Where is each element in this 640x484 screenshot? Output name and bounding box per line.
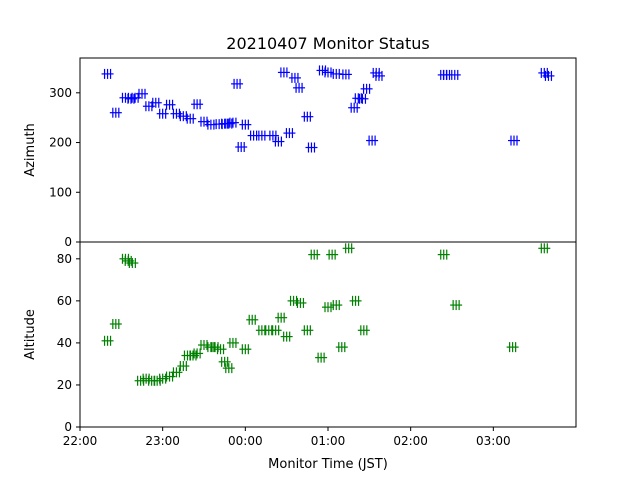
data-point bbox=[348, 102, 361, 113]
data-point bbox=[288, 72, 301, 83]
data-point bbox=[149, 97, 162, 108]
y-tick-label: 60 bbox=[57, 294, 72, 308]
data-point bbox=[508, 135, 520, 146]
y-tick-label: 0 bbox=[64, 235, 72, 249]
data-point bbox=[101, 335, 114, 346]
data-point bbox=[266, 130, 279, 141]
y-tick-label: 80 bbox=[57, 252, 72, 266]
data-point bbox=[538, 243, 551, 254]
data-point bbox=[129, 92, 142, 103]
y-tick-label: 40 bbox=[57, 336, 72, 350]
y-tick-label: 100 bbox=[49, 185, 72, 199]
data-point bbox=[322, 302, 334, 313]
azimuth-panel: 0 100 200 300 Azimuth bbox=[23, 57, 577, 249]
data-point bbox=[305, 142, 318, 153]
data-point bbox=[293, 82, 306, 93]
data-point bbox=[294, 297, 307, 308]
x-tick-label: 22:00 bbox=[63, 434, 98, 448]
y-axis-label: Azimuth bbox=[23, 123, 38, 177]
data-point bbox=[275, 312, 288, 323]
data-point bbox=[177, 361, 190, 372]
data-point bbox=[109, 107, 122, 118]
x-tick-label: 23:00 bbox=[145, 434, 180, 448]
data-point bbox=[218, 356, 231, 367]
data-point bbox=[450, 300, 463, 311]
data-point bbox=[437, 249, 450, 260]
data-point bbox=[272, 136, 285, 147]
data-point bbox=[226, 337, 239, 348]
x-tick-label: 01:00 bbox=[311, 434, 346, 448]
plot-frame bbox=[79, 241, 577, 428]
data-point bbox=[357, 325, 370, 336]
data-point bbox=[136, 88, 148, 99]
data-point bbox=[335, 342, 348, 353]
data-point bbox=[184, 113, 197, 124]
y-tick-label: 300 bbox=[49, 86, 72, 100]
data-point bbox=[356, 93, 369, 104]
data-point bbox=[326, 249, 339, 260]
data-point bbox=[151, 375, 164, 386]
data-point bbox=[170, 367, 183, 378]
data-point bbox=[235, 142, 248, 153]
data-point bbox=[280, 331, 293, 342]
data-point bbox=[372, 70, 385, 81]
data-point bbox=[269, 325, 282, 336]
data-point bbox=[226, 117, 239, 128]
chart-title: 20210407 Monitor Status bbox=[226, 34, 429, 53]
x-tick-label: 03:00 bbox=[476, 434, 511, 448]
x-axis-label: Monitor Time (JST) bbox=[268, 457, 388, 472]
y-tick-label: 200 bbox=[49, 136, 72, 150]
data-point bbox=[342, 243, 355, 254]
x-tick-label: 02:00 bbox=[393, 434, 428, 448]
x-tick-label: 00:00 bbox=[228, 434, 263, 448]
data-point bbox=[255, 130, 268, 141]
data-point bbox=[126, 258, 139, 269]
data-point bbox=[339, 69, 352, 80]
data-point bbox=[134, 375, 147, 386]
data-point bbox=[156, 108, 169, 119]
time-axis: 22:00 23:00 00:00 01:00 02:00 03:00 bbox=[63, 427, 511, 448]
data-point bbox=[308, 249, 321, 260]
data-point bbox=[246, 314, 259, 325]
data-point bbox=[301, 325, 314, 336]
data-point bbox=[349, 295, 362, 306]
altitude-panel: 0 20 40 60 80 Altitude bbox=[23, 241, 577, 434]
data-point bbox=[542, 70, 555, 81]
data-point bbox=[222, 363, 235, 374]
data-point bbox=[198, 340, 210, 351]
data-point bbox=[191, 348, 204, 359]
data-point bbox=[506, 342, 519, 353]
data-point bbox=[163, 99, 176, 110]
y-tick-label: 0 bbox=[64, 420, 72, 434]
data-point bbox=[239, 344, 252, 355]
data-point bbox=[109, 318, 122, 329]
y-axis-label: Altitude bbox=[23, 309, 38, 360]
data-point bbox=[330, 300, 343, 311]
data-point bbox=[239, 119, 252, 130]
data-point bbox=[360, 83, 373, 94]
y-tick-label: 20 bbox=[57, 378, 72, 392]
data-point bbox=[191, 99, 204, 110]
data-point bbox=[366, 135, 379, 146]
data-point bbox=[448, 69, 461, 80]
data-point bbox=[316, 65, 329, 76]
data-point bbox=[315, 352, 328, 363]
data-point bbox=[231, 78, 244, 89]
data-point bbox=[322, 67, 334, 78]
data-point bbox=[277, 67, 290, 78]
data-point bbox=[214, 344, 227, 355]
data-point bbox=[283, 128, 296, 139]
data-point bbox=[140, 373, 153, 384]
data-point bbox=[177, 111, 190, 122]
data-point bbox=[301, 111, 314, 122]
plot-frame bbox=[79, 57, 577, 243]
data-point bbox=[101, 68, 114, 79]
